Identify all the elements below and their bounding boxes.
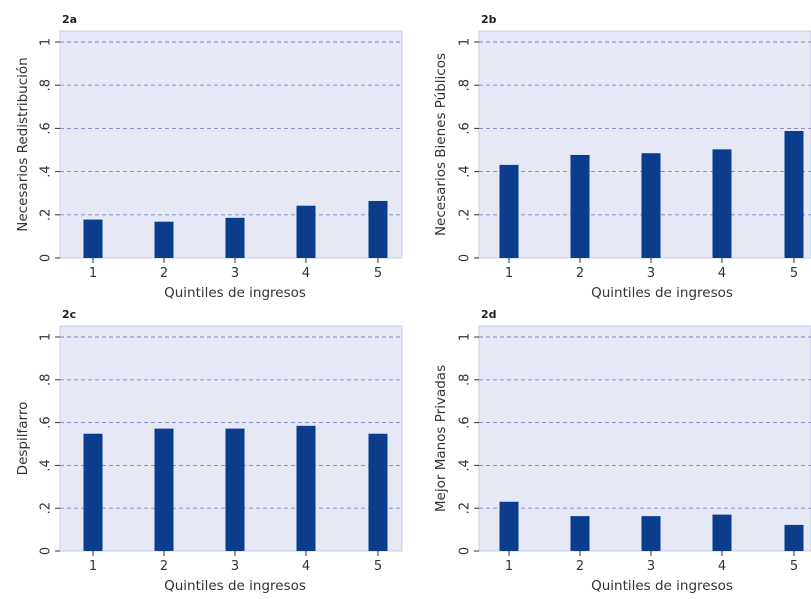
y-tick-label: .8 (39, 79, 54, 91)
bar (641, 516, 661, 551)
bar (712, 149, 732, 258)
y-tick-label: .4 (458, 165, 473, 177)
y-axis-title: Necesarios Bienes Públicos (433, 53, 449, 236)
x-tick-label: 1 (505, 559, 513, 574)
bar (154, 428, 174, 551)
x-tick-label: 1 (89, 559, 97, 574)
y-tick-label: .4 (39, 459, 54, 471)
x-tick-label: 4 (718, 266, 726, 281)
y-tick-label: 1 (458, 333, 473, 341)
bar (784, 130, 804, 258)
y-tick-label: 0 (39, 254, 54, 262)
x-tick-label: 3 (231, 559, 239, 574)
bar (499, 501, 519, 551)
x-tick-label: 3 (647, 559, 655, 574)
y-tick-label: .8 (458, 374, 473, 386)
x-axis-title: Quintiles de ingresos (591, 578, 733, 594)
bar (784, 524, 804, 551)
y-tick-label: 0 (39, 547, 54, 555)
bar (83, 433, 103, 551)
panel-2b: 2b 0 .2 .4 .6 .8 1 1 2 3 4 5 Quintiles de ingresos Ne… (433, 13, 811, 301)
bar (499, 164, 519, 258)
y-tick-label: .6 (458, 416, 473, 428)
x-axis-title: Quintiles de ingresos (591, 285, 733, 301)
bar (296, 205, 316, 258)
bar (225, 428, 245, 551)
panel-2c: 2c 0 .2 .4 .6 .8 1 1 2 3 4 5 Quintiles de ingresos De… (15, 308, 403, 594)
bar (570, 516, 590, 551)
bar (154, 221, 174, 258)
bar (83, 219, 103, 258)
y-tick-label: .8 (458, 79, 473, 91)
y-tick-label: .2 (39, 209, 54, 221)
y-axis-title: Mejor Manos Privadas (433, 365, 449, 512)
panel-2a: 2a 0 .2 .4 .6 .8 1 1 2 3 4 5 Quintiles de ingresos Ne… (15, 13, 403, 301)
y-tick-label: .4 (39, 165, 54, 177)
bar (641, 153, 661, 258)
y-tick-label: .4 (458, 459, 473, 471)
panel-label: 2d (481, 308, 497, 321)
y-tick-label: 1 (39, 333, 54, 341)
x-tick-label: 2 (576, 559, 584, 574)
panel-label: 2b (481, 13, 497, 26)
y-tick-label: 1 (458, 38, 473, 46)
plot-area (478, 325, 811, 552)
panel-label: 2a (62, 13, 77, 26)
y-tick-label: .8 (39, 374, 54, 386)
y-tick-label: .2 (39, 502, 54, 514)
y-tick-label: .2 (458, 209, 473, 221)
x-tick-label: 2 (160, 266, 168, 281)
bar (296, 425, 316, 551)
x-tick-label: 4 (302, 266, 310, 281)
bar (368, 200, 388, 258)
y-tick-label: 0 (458, 547, 473, 555)
x-tick-label: 1 (505, 266, 513, 281)
x-tick-label: 4 (302, 559, 310, 574)
x-tick-label: 5 (374, 266, 382, 281)
y-tick-label: .6 (39, 416, 54, 428)
panel-2d: 2d 0 .2 .4 .6 .8 1 1 2 3 4 5 Quintiles de ingresos Me… (433, 308, 811, 594)
x-axis-title: Quintiles de ingresos (164, 578, 306, 594)
y-axis-title: Necesarios Redistribución (15, 57, 31, 231)
bar (368, 433, 388, 551)
y-axis-title: Despilfarro (15, 402, 31, 476)
y-tick-label: .6 (458, 122, 473, 134)
x-tick-label: 1 (89, 266, 97, 281)
bar (225, 217, 245, 258)
x-tick-label: 3 (231, 266, 239, 281)
y-tick-label: .2 (458, 502, 473, 514)
x-tick-label: 5 (790, 559, 798, 574)
x-tick-label: 2 (160, 559, 168, 574)
y-tick-label: 0 (458, 254, 473, 262)
x-tick-label: 4 (718, 559, 726, 574)
x-tick-label: 2 (576, 266, 584, 281)
x-tick-label: 5 (790, 266, 798, 281)
y-tick-label: .6 (39, 122, 54, 134)
bar (570, 154, 590, 258)
panel-label: 2c (62, 308, 76, 321)
y-tick-label: 1 (39, 38, 54, 46)
x-axis-title: Quintiles de ingresos (164, 285, 306, 301)
x-tick-label: 5 (374, 559, 382, 574)
bar (712, 514, 732, 551)
x-tick-label: 3 (647, 266, 655, 281)
